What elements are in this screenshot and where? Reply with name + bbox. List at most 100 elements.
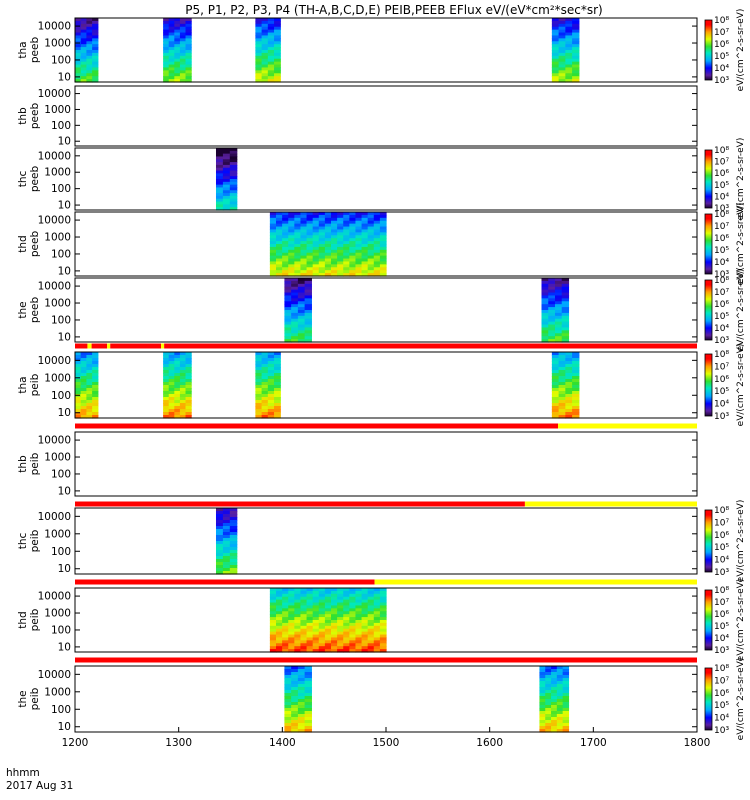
burst-cell bbox=[343, 255, 350, 260]
colorbar-tick-label: 10⁷ bbox=[714, 598, 729, 608]
burst-cell bbox=[300, 602, 308, 607]
burst-cell bbox=[324, 614, 332, 618]
burst-cell bbox=[269, 217, 277, 222]
burst-cell bbox=[343, 217, 350, 222]
burst-cell bbox=[80, 355, 87, 359]
burst-cell bbox=[294, 273, 302, 277]
burst-cell bbox=[312, 261, 320, 265]
burst-cell bbox=[304, 729, 312, 733]
burst-cell bbox=[379, 605, 387, 609]
burst-cell bbox=[255, 47, 263, 51]
burst-cell bbox=[291, 339, 299, 343]
burst-cell bbox=[222, 571, 231, 575]
burst-cell bbox=[539, 675, 546, 679]
burst-cell bbox=[276, 249, 283, 254]
burst-cell bbox=[343, 229, 350, 233]
burst-cell bbox=[367, 261, 375, 265]
burst-cell bbox=[282, 602, 289, 607]
burst-cell bbox=[282, 226, 289, 231]
burst-cell bbox=[551, 38, 560, 42]
burst-cell bbox=[163, 41, 170, 45]
burst-cell bbox=[179, 415, 187, 419]
burst-cell bbox=[168, 61, 175, 66]
burst-cell bbox=[297, 729, 306, 733]
burst-cell bbox=[297, 669, 306, 673]
burst-cell bbox=[215, 190, 224, 194]
burst-cell bbox=[92, 367, 99, 371]
burst-cell bbox=[168, 352, 175, 356]
burst-cell bbox=[349, 261, 357, 265]
burst-cell bbox=[551, 415, 560, 419]
burst-cell bbox=[337, 631, 344, 636]
burst-cell bbox=[565, 391, 573, 395]
burst-cell bbox=[75, 385, 82, 389]
burst-cell bbox=[274, 64, 281, 69]
burst-cell bbox=[86, 385, 93, 389]
burst-cell bbox=[229, 207, 238, 211]
burst-cell bbox=[318, 634, 326, 639]
burst-cell bbox=[551, 44, 560, 48]
burst-cell bbox=[297, 286, 306, 291]
burst-cell bbox=[229, 150, 238, 155]
burst-cell bbox=[318, 588, 326, 592]
burst-cell bbox=[355, 229, 363, 233]
burst-cell bbox=[312, 611, 320, 615]
burst-cell bbox=[572, 50, 580, 54]
burst-cell bbox=[551, 52, 560, 57]
state-bar-thd-peib bbox=[75, 579, 697, 585]
burst-cell bbox=[229, 535, 238, 539]
burst-cell bbox=[551, 20, 560, 25]
burst-cell bbox=[185, 394, 192, 398]
burst-cell bbox=[86, 50, 93, 54]
burst-cell bbox=[288, 605, 295, 609]
burst-cell bbox=[556, 720, 564, 724]
burst-cell bbox=[545, 693, 552, 697]
burst-cell bbox=[297, 696, 306, 700]
burst-cell bbox=[86, 364, 93, 368]
burst-cell bbox=[261, 412, 269, 416]
burst-cell bbox=[337, 602, 344, 607]
burst-cell bbox=[75, 67, 82, 71]
burst-cell bbox=[551, 35, 560, 39]
burst-cell bbox=[174, 385, 181, 389]
burst-cell bbox=[545, 666, 552, 670]
burst-cell bbox=[572, 29, 580, 34]
burst-cell bbox=[229, 204, 238, 208]
burst-cell bbox=[312, 229, 320, 233]
burst-cell bbox=[284, 669, 292, 673]
burst-cell bbox=[215, 538, 224, 542]
burst-cell bbox=[551, 388, 560, 392]
burst-cell bbox=[215, 550, 224, 554]
burst-cell bbox=[306, 640, 314, 644]
burst-cell bbox=[288, 628, 295, 633]
burst-cell bbox=[324, 637, 332, 641]
burst-cell bbox=[229, 153, 238, 158]
burst-cell bbox=[373, 649, 381, 653]
burst-cell bbox=[539, 714, 546, 718]
burst-cell bbox=[269, 267, 277, 271]
burst-cell bbox=[343, 249, 350, 254]
burst-cell bbox=[222, 511, 231, 515]
burst-cell bbox=[291, 304, 299, 308]
burst-cell bbox=[267, 35, 275, 39]
burst-cell bbox=[274, 352, 281, 356]
burst-cell bbox=[291, 672, 299, 676]
burst-cell bbox=[361, 267, 369, 271]
burst-the-peib-1 bbox=[539, 666, 570, 733]
burst-cell bbox=[267, 50, 275, 54]
burst-cell bbox=[545, 696, 552, 700]
burst-cell bbox=[324, 212, 332, 216]
burst-cell bbox=[565, 370, 573, 374]
burst-cell bbox=[551, 409, 560, 413]
burst-cell bbox=[312, 637, 320, 641]
burst-cell bbox=[284, 684, 292, 688]
burst-cell bbox=[297, 684, 306, 688]
burst-cell bbox=[541, 330, 549, 334]
burst-cell bbox=[297, 310, 306, 314]
burst-cell bbox=[288, 640, 295, 644]
burst-cell bbox=[255, 23, 263, 28]
y-tick-label: 10000 bbox=[38, 281, 71, 293]
burst-cell bbox=[267, 76, 275, 80]
burst-cell bbox=[306, 590, 314, 595]
burst-cell bbox=[163, 355, 170, 359]
